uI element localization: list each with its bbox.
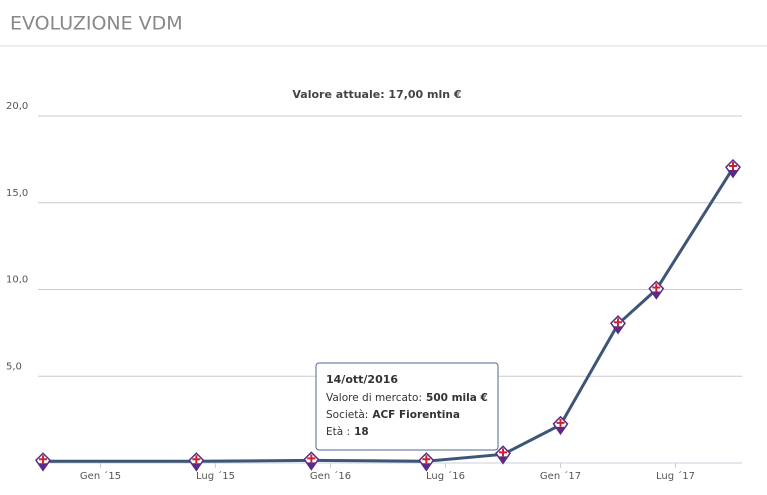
tooltip-label: Età : [326, 426, 350, 438]
marker-base [555, 426, 566, 434]
point-marker [495, 445, 511, 465]
marker-cross [422, 455, 431, 464]
marker-cross [192, 455, 201, 464]
y-tick-label: 15,0 [6, 188, 28, 199]
point-marker [725, 158, 741, 179]
marker-cross [307, 454, 316, 463]
x-tick-label: Lug ´17 [656, 470, 695, 482]
point-marker [188, 452, 205, 472]
x-tick-label: Gen ´17 [540, 470, 581, 482]
point-marker [552, 415, 569, 436]
x-tick-label: Lug ´15 [196, 470, 235, 482]
marker-base [38, 463, 48, 471]
x-tick-label: Gen ´15 [80, 470, 121, 482]
tooltip-line: Valore di mercato: 500 mila € [326, 392, 488, 404]
marker-base [728, 170, 738, 178]
y-tick-label: 10,0 [6, 275, 28, 286]
marker-cross [729, 162, 737, 171]
marker-cross [499, 448, 507, 457]
marker-base [651, 291, 662, 299]
tooltip-box [315, 362, 499, 451]
point-marker [303, 451, 320, 471]
marker-cross [556, 418, 565, 427]
tooltip-label: Società: [326, 409, 368, 421]
marker-base [191, 463, 202, 471]
marker-cross [614, 318, 622, 327]
marker-base [498, 456, 508, 464]
y-tick-label: 20,0 [6, 101, 28, 112]
tooltip-label: Valore di mercato: [326, 392, 422, 404]
point-marker [35, 452, 51, 472]
marker-cross [652, 283, 661, 292]
tooltip-date: 14/ott/2016 [326, 373, 398, 386]
point-marker [648, 280, 665, 300]
tooltip-value: ACF Fiorentina [372, 409, 460, 421]
marker-base [306, 462, 317, 470]
tooltip-value: 18 [354, 426, 369, 438]
tooltip-line: Società: ACF Fiorentina [326, 409, 460, 421]
point-marker [610, 315, 626, 335]
header-title: EVOLUZIONE VDM [10, 13, 183, 35]
tooltip-line: Età : 18 [326, 426, 369, 438]
chart-subtitle: Valore attuale: 17,00 mln € [292, 88, 461, 101]
marker-base [613, 326, 623, 334]
y-tick-label: 5,0 [6, 361, 22, 372]
marker-cross [39, 455, 47, 464]
tooltip-value: 500 mila € [426, 392, 488, 404]
x-tick-label: Lug ´16 [426, 470, 465, 482]
marker-base [421, 463, 432, 471]
tooltip: 14/ott/2016 Valore di mercato: 500 mila € S… [315, 362, 499, 451]
x-tick-label: Gen ´16 [310, 470, 351, 482]
point-marker [418, 452, 435, 472]
